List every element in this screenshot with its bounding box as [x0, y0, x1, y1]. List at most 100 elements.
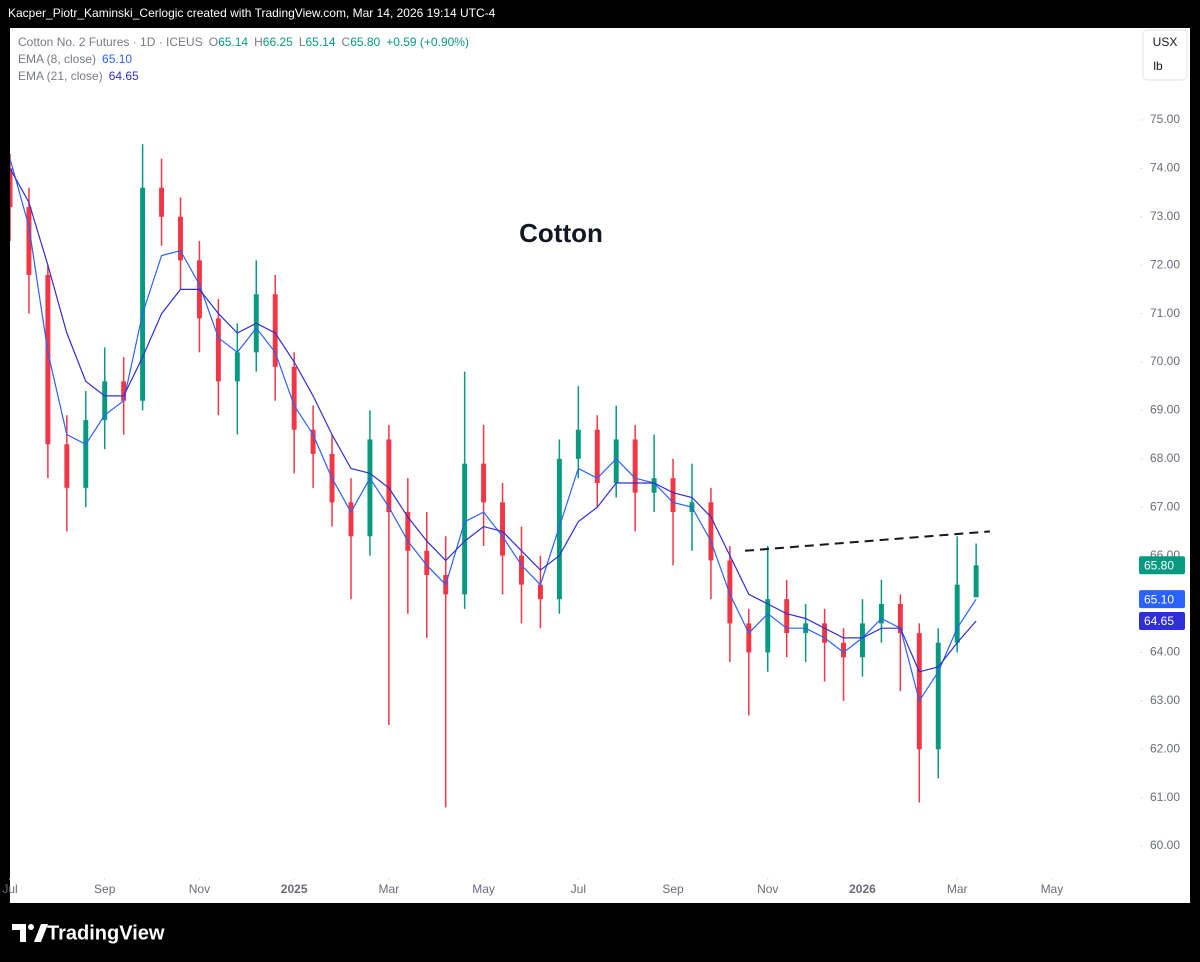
- plot: [10, 144, 990, 808]
- chart-panel: [10, 28, 1190, 903]
- currency: USX: [1153, 35, 1178, 49]
- candle-body: [727, 560, 733, 624]
- y-tick-label: 70.00: [1150, 354, 1180, 368]
- indicator-name: EMA (8, close): [18, 52, 96, 66]
- price-label-bg: [1139, 611, 1185, 630]
- indicator-name: EMA (21, close): [18, 69, 103, 83]
- candle-body: [10, 168, 13, 208]
- candle-body: [367, 439, 373, 537]
- candle-body: [234, 352, 240, 382]
- candle-body: [897, 604, 903, 634]
- symbol: Cotton No. 2 Futures · 1D · ICEUS: [18, 35, 203, 49]
- candle-body: [670, 478, 676, 513]
- candle-body: [272, 294, 278, 367]
- candle-body: [708, 502, 714, 561]
- candle-body: [651, 478, 657, 493]
- y-tick-label: 60.00: [1150, 838, 1180, 852]
- candle-body: [26, 207, 32, 275]
- candle-body: [613, 439, 619, 484]
- quote-key: L: [299, 35, 306, 49]
- y-tick-label: 68.00: [1150, 451, 1180, 465]
- candle-body: [462, 463, 468, 595]
- candle-body: [784, 599, 790, 634]
- quote-value: 65.80: [350, 35, 380, 49]
- indicator-value: 64.65: [109, 69, 139, 83]
- indicator-legend: EMA (21, close) 64.65: [18, 69, 139, 83]
- candle-body: [537, 584, 543, 600]
- y-tick-label: 74.00: [1150, 161, 1180, 175]
- candle-body: [575, 429, 581, 459]
- candle-body: [481, 463, 487, 503]
- x-tick-label: May: [472, 882, 495, 896]
- candle-body: [519, 555, 524, 585]
- candle-body: [556, 458, 562, 600]
- price-label-bg: [1139, 556, 1185, 575]
- y-tick-label: 75.00: [1150, 112, 1180, 126]
- candle-body: [386, 439, 392, 513]
- ema-line: [10, 158, 977, 703]
- quote-value: 65.14: [306, 35, 336, 49]
- price-label: 65.10: [1144, 592, 1174, 606]
- indicator-value: 65.10: [102, 52, 132, 66]
- y-tick-label: 63.00: [1150, 693, 1180, 707]
- candle-body: [348, 502, 354, 537]
- ema-line: [10, 168, 977, 673]
- quote-value: 65.14: [218, 35, 248, 49]
- unit: lb: [1153, 59, 1163, 73]
- candle-body: [291, 366, 297, 430]
- candle-body: [878, 604, 884, 624]
- candle-body: [765, 599, 771, 653]
- x-tick-label: Jul: [2, 882, 17, 896]
- candle-body: [159, 187, 165, 217]
- candle-body: [83, 420, 89, 488]
- candle-body: [500, 502, 506, 556]
- candle-body: [424, 550, 430, 575]
- y-tick-label: 67.00: [1150, 499, 1180, 513]
- y-tick-label: 73.00: [1150, 209, 1180, 223]
- brand-logo: [12, 924, 48, 942]
- y-tick-label: 69.00: [1150, 403, 1180, 417]
- y-tick-label: 62.00: [1150, 741, 1180, 755]
- x-tick-label: 2025: [281, 882, 308, 896]
- trendline: [744, 530, 990, 552]
- candle-body: [935, 642, 941, 750]
- x-tick-label: Mar: [379, 882, 400, 896]
- x-tick-label: Sep: [94, 882, 116, 896]
- quote-value: 66.25: [263, 35, 293, 49]
- candle-body: [860, 623, 865, 658]
- price-label: 64.65: [1144, 614, 1174, 628]
- change: +0.59 (+0.90%): [386, 35, 469, 49]
- candle-body: [215, 318, 221, 382]
- x-tick-label: Mar: [947, 882, 968, 896]
- y-tick-label: 72.00: [1150, 257, 1180, 271]
- candle-body: [954, 584, 960, 643]
- candle-body: [140, 187, 146, 401]
- price-label: 65.80: [1144, 558, 1174, 572]
- candle-body: [632, 439, 638, 493]
- x-tick-label: Sep: [662, 882, 684, 896]
- brand: TradingView: [47, 922, 165, 944]
- credit: Kacper_Piotr_Kaminski_Cerlogic created w…: [8, 6, 496, 20]
- annotation: Cotton: [519, 218, 603, 248]
- quote-key: H: [254, 35, 263, 49]
- candle-body: [45, 274, 51, 445]
- header: Cotton No. 2 Futures · 1D · ICEUS O65.14 H…: [18, 35, 469, 49]
- candle-body: [121, 381, 127, 401]
- candle-body: [64, 444, 70, 488]
- indicator-legend: EMA (8, close) 65.10: [18, 52, 132, 66]
- y-tick-label: 71.00: [1150, 306, 1180, 320]
- candle-body: [746, 623, 752, 653]
- candle-body: [594, 429, 600, 484]
- candle-body: [102, 381, 108, 421]
- x-tick-label: 2026: [849, 882, 876, 896]
- price-label-bg: [1139, 590, 1185, 609]
- quote-key: O: [209, 35, 218, 49]
- y-tick-label: 64.00: [1150, 645, 1180, 659]
- x-tick-label: Nov: [757, 882, 778, 896]
- quote-key: C: [342, 35, 351, 49]
- candle-body: [405, 512, 411, 551]
- candle-body: [841, 642, 846, 658]
- candle-body: [973, 565, 979, 598]
